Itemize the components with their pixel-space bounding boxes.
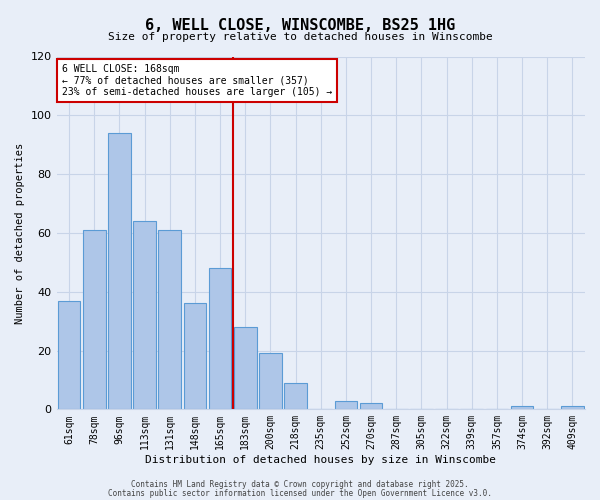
Text: Contains public sector information licensed under the Open Government Licence v3: Contains public sector information licen…: [108, 488, 492, 498]
Bar: [108, 133, 131, 409]
Bar: [259, 354, 282, 410]
Text: Contains HM Land Registry data © Crown copyright and database right 2025.: Contains HM Land Registry data © Crown c…: [131, 480, 469, 489]
Y-axis label: Number of detached properties: Number of detached properties: [15, 142, 25, 324]
Bar: [284, 383, 307, 409]
X-axis label: Distribution of detached houses by size in Winscombe: Distribution of detached houses by size …: [145, 455, 496, 465]
Bar: [561, 406, 584, 410]
Bar: [83, 230, 106, 410]
Bar: [158, 230, 181, 410]
Text: Size of property relative to detached houses in Winscombe: Size of property relative to detached ho…: [107, 32, 493, 42]
Bar: [184, 304, 206, 410]
Bar: [335, 400, 357, 409]
Bar: [511, 406, 533, 410]
Bar: [360, 404, 382, 409]
Text: 6 WELL CLOSE: 168sqm
← 77% of detached houses are smaller (357)
23% of semi-deta: 6 WELL CLOSE: 168sqm ← 77% of detached h…: [62, 64, 332, 97]
Bar: [133, 221, 156, 410]
Text: 6, WELL CLOSE, WINSCOMBE, BS25 1HG: 6, WELL CLOSE, WINSCOMBE, BS25 1HG: [145, 18, 455, 32]
Bar: [58, 300, 80, 410]
Bar: [234, 327, 257, 409]
Bar: [209, 268, 232, 410]
